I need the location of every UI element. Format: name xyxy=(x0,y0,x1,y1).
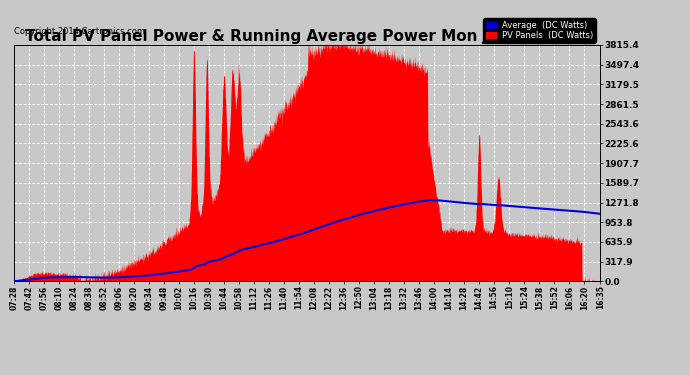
Title: Total PV Panel Power & Running Average Power Mon Jan 13 16:47: Total PV Panel Power & Running Average P… xyxy=(25,29,589,44)
Text: Copyright 2014 Cartronics.com: Copyright 2014 Cartronics.com xyxy=(14,27,145,36)
Legend: Average  (DC Watts), PV Panels  (DC Watts): Average (DC Watts), PV Panels (DC Watts) xyxy=(483,18,596,43)
